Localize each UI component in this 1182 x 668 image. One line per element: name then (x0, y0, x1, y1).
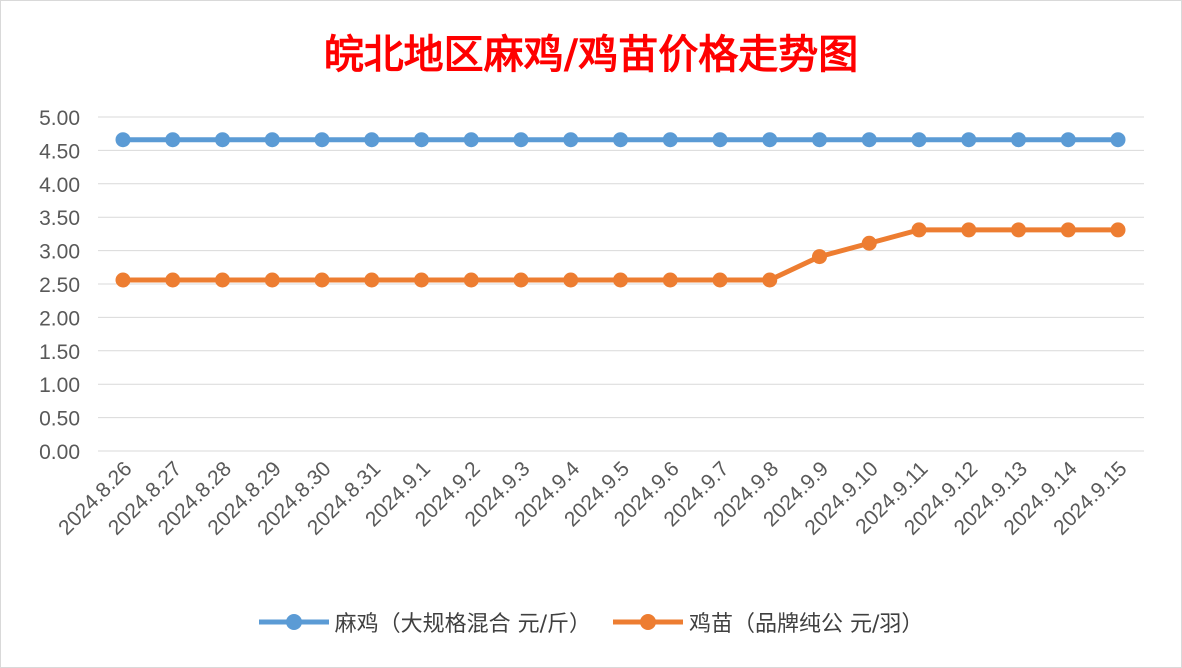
data-point[interactable] (115, 272, 131, 288)
data-point[interactable] (1060, 222, 1076, 238)
data-point[interactable] (812, 132, 827, 148)
y-tick-label: 1.00 (39, 374, 80, 397)
data-point[interactable] (264, 272, 280, 288)
data-point[interactable] (215, 132, 230, 148)
y-tick-label: 2.00 (39, 307, 80, 330)
series-layer (115, 132, 1126, 288)
data-point[interactable] (463, 272, 479, 288)
series-line (123, 227, 1118, 283)
data-point[interactable] (961, 222, 977, 238)
data-point[interactable] (364, 132, 380, 148)
data-point[interactable] (165, 272, 181, 288)
data-point[interactable] (513, 272, 529, 288)
data-point[interactable] (314, 132, 330, 148)
series-1 (115, 222, 1126, 288)
y-tick-label: 2.50 (39, 274, 80, 297)
legend-swatch-1 (613, 614, 683, 630)
data-point[interactable] (115, 132, 131, 148)
data-point[interactable] (1110, 132, 1126, 148)
data-point[interactable] (662, 132, 678, 148)
data-point[interactable] (1060, 132, 1076, 148)
data-point[interactable] (1011, 132, 1026, 148)
data-point[interactable] (1011, 222, 1026, 238)
data-point[interactable] (513, 132, 529, 148)
data-point[interactable] (364, 272, 380, 288)
y-tick-label: 3.50 (39, 207, 80, 230)
legend-swatch-0 (258, 614, 329, 630)
data-point[interactable] (861, 235, 877, 251)
data-point[interactable] (712, 132, 728, 148)
data-point[interactable] (911, 132, 927, 148)
legend-item-series-0[interactable]: 麻鸡（大规格混合 元/斤） (258, 606, 591, 638)
data-point[interactable] (911, 222, 927, 238)
data-point[interactable] (314, 272, 330, 288)
y-tick-label: 1.50 (39, 341, 80, 364)
y-tick-label: 4.00 (39, 174, 80, 197)
data-point[interactable] (414, 132, 429, 148)
y-axis-ticks: 0.00 0.50 1.00 1.50 2.00 2.50 3.00 3.50 4.00 4.50… (39, 107, 80, 464)
data-point[interactable] (613, 132, 628, 148)
y-tick-label: 5.00 (39, 107, 80, 130)
legend-label-1: 鸡苗（品牌纯公 元/羽） (689, 612, 924, 637)
data-point[interactable] (762, 272, 778, 288)
legend-item-series-1[interactable]: 鸡苗（品牌纯公 元/羽） (613, 606, 923, 638)
y-tick-label: 0.50 (39, 408, 80, 431)
data-point[interactable] (264, 132, 280, 148)
series-0 (115, 132, 1126, 148)
data-point[interactable] (563, 272, 579, 288)
data-point[interactable] (662, 272, 678, 288)
data-point[interactable] (961, 132, 977, 148)
data-point[interactable] (463, 132, 479, 148)
data-point[interactable] (762, 132, 778, 148)
data-point[interactable] (812, 249, 827, 265)
legend-label-0: 麻鸡（大规格混合 元/斤） (334, 612, 591, 637)
y-tick-label: 0.00 (39, 441, 80, 464)
y-tick-label: 4.50 (39, 140, 80, 163)
data-point[interactable] (712, 272, 728, 288)
data-point[interactable] (414, 272, 429, 288)
data-point[interactable] (563, 132, 579, 148)
data-point[interactable] (613, 272, 628, 288)
legend: 麻鸡（大规格混合 元/斤） 鸡苗（品牌纯公 元/羽） (0, 606, 1182, 638)
data-point[interactable] (165, 132, 181, 148)
data-point[interactable] (1110, 222, 1126, 238)
data-point[interactable] (215, 272, 230, 288)
x-axis-ticks: 2024.8.262024.8.272024.8.282024.8.292024… (54, 457, 1131, 540)
data-point[interactable] (861, 132, 877, 148)
y-tick-label: 3.00 (39, 241, 80, 264)
chart-title: 皖北地区麻鸡/鸡苗价格走势图 (323, 31, 859, 78)
